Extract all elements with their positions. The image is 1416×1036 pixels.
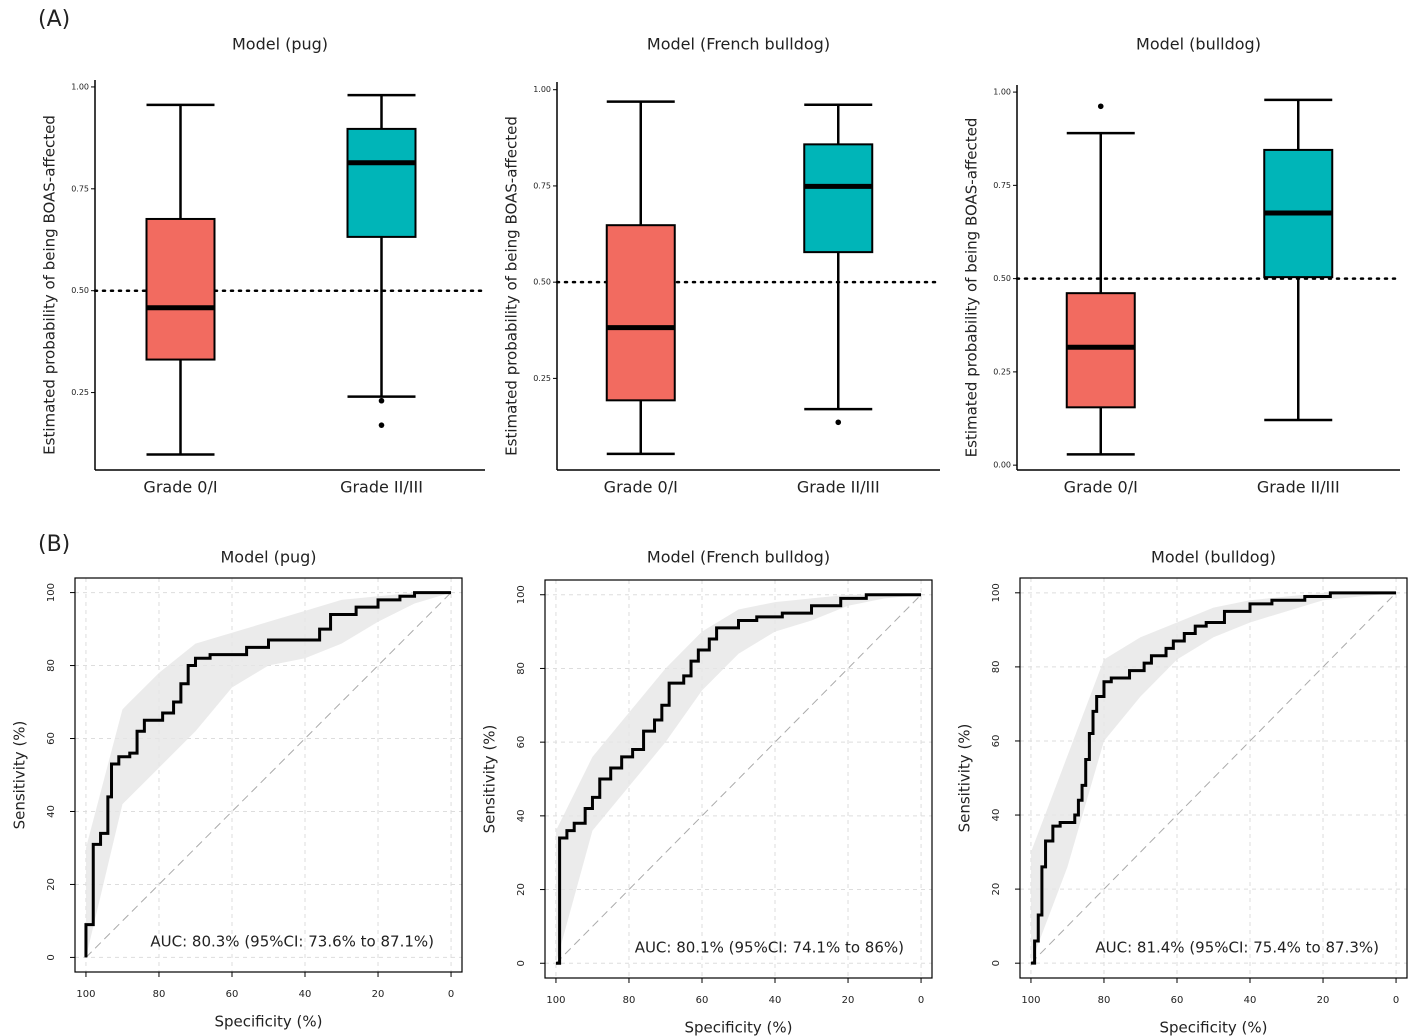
x-tick-label: Grade 0/I (1064, 478, 1138, 497)
y-tick-label: 0 (991, 960, 1002, 966)
y-tick-label: 0.75 (993, 181, 1011, 190)
x-tick-label: 100 (546, 995, 565, 1006)
diagonal (1030, 592, 1397, 964)
y-tick-label: 100 (46, 583, 57, 602)
box (803, 143, 874, 254)
y-tick-label: 40 (46, 805, 57, 818)
y-axis-label: Estimated probability of being BOAS-affe… (503, 116, 521, 456)
y-tick-label: 0.25 (71, 388, 89, 397)
box (1065, 292, 1136, 409)
y-tick-label: 100 (991, 583, 1002, 602)
y-tick-label: 60 (516, 736, 527, 749)
box (346, 127, 417, 238)
y-tick-label: 0 (46, 954, 57, 960)
y-tick-label: 20 (46, 878, 57, 891)
y-tick-label: 1.00 (993, 88, 1011, 97)
ci-band (555, 594, 922, 964)
x-tick-label: Grade 0/I (143, 478, 217, 497)
roc-curve (1030, 591, 1397, 965)
y-tick-label: 1.00 (71, 82, 89, 91)
y-tick-label: 0.75 (533, 181, 551, 190)
x-tick-label: 100 (1021, 995, 1040, 1006)
diagonal (555, 594, 922, 964)
y-tick-label: 0 (516, 960, 527, 966)
x-tick-label: Grade II/III (797, 478, 880, 497)
outlier (835, 419, 842, 426)
y-axis-label: Estimated probability of being BOAS-affe… (41, 115, 59, 455)
y-axis-label: Sensitivity (%) (956, 724, 974, 833)
y-tick-label: 0.25 (533, 374, 551, 383)
y-tick-label: 80 (516, 662, 527, 675)
box (605, 224, 676, 402)
y-axis-label: Sensitivity (%) (11, 721, 29, 830)
chart-title: Model (French bulldog) (647, 548, 830, 567)
y-tick-label: 0.75 (71, 184, 89, 193)
chart-title: Model (pug) (220, 548, 316, 567)
annotation: AUC: 80.3% (95%CI: 73.6% to 87.1%) (150, 933, 434, 951)
y-tick-label: 40 (991, 809, 1002, 822)
x-tick-label: 20 (1317, 995, 1330, 1006)
chart-title: Model (bulldog) (1151, 548, 1276, 567)
y-tick-label: 1.00 (533, 85, 551, 94)
x-tick-label: 100 (76, 989, 95, 1000)
annotation: AUC: 81.4% (95%CI: 75.4% to 87.3%) (1095, 939, 1379, 957)
x-tick-label: 80 (1098, 995, 1111, 1006)
y-tick-label: 100 (516, 585, 527, 604)
diagonal (85, 592, 452, 958)
x-tick-label: 60 (1171, 995, 1184, 1006)
y-tick-label: 0.50 (533, 278, 551, 287)
panel-label: (B) (38, 532, 70, 557)
x-axis-label: Specificity (%) (684, 1019, 792, 1036)
x-tick-label: Grade 0/I (604, 478, 678, 497)
x-tick-label: 40 (769, 995, 782, 1006)
y-tick-label: 0.00 (993, 461, 1011, 470)
x-tick-label: 60 (226, 989, 239, 1000)
ci-band (85, 592, 452, 958)
x-tick-label: Grade II/III (340, 478, 423, 497)
y-tick-label: 80 (991, 661, 1002, 674)
chart-title: Model (pug) (232, 35, 328, 54)
y-tick-label: 0.25 (993, 367, 1011, 376)
ci-band (1030, 592, 1397, 964)
y-tick-label: 20 (516, 883, 527, 896)
x-tick-label: 20 (372, 989, 385, 1000)
x-axis-label: Specificity (%) (1159, 1019, 1267, 1036)
chart-title: Model (French bulldog) (647, 35, 830, 54)
plot-frame (1019, 577, 1408, 979)
x-tick-label: 20 (842, 995, 855, 1006)
x-tick-label: 40 (299, 989, 312, 1000)
y-tick-label: 60 (991, 735, 1002, 748)
x-tick-label: 80 (153, 989, 166, 1000)
x-tick-label: 0 (448, 989, 454, 1000)
y-tick-label: 60 (46, 732, 57, 745)
y-axis-label: Sensitivity (%) (481, 725, 499, 834)
y-tick-label: 20 (991, 883, 1002, 896)
outlier (378, 422, 385, 428)
x-tick-label: Grade II/III (1257, 478, 1340, 497)
x-tick-label: 60 (696, 995, 709, 1006)
panel-label: (A) (38, 7, 70, 32)
x-axis-label: Specificity (%) (214, 1013, 322, 1031)
outlier (378, 397, 385, 404)
roc-curve (84, 591, 452, 958)
y-tick-label: 40 (516, 809, 527, 822)
chart-title: Model (bulldog) (1136, 35, 1261, 54)
y-tick-label: 0.50 (993, 274, 1011, 283)
y-tick-label: 0.50 (71, 286, 89, 295)
x-tick-label: 40 (1244, 995, 1257, 1006)
y-axis-label: Estimated probability of being BOAS-affe… (963, 118, 981, 458)
plot-frame (544, 579, 933, 979)
y-tick-label: 80 (46, 659, 57, 672)
x-tick-label: 0 (1393, 995, 1399, 1006)
plot-frame (74, 577, 463, 973)
annotation: AUC: 80.1% (95%CI: 74.1% to 86%) (635, 939, 904, 957)
x-tick-label: 0 (918, 995, 924, 1006)
box (145, 217, 216, 361)
roc-curve (555, 593, 922, 965)
outlier (1097, 103, 1104, 110)
x-tick-label: 80 (623, 995, 636, 1006)
